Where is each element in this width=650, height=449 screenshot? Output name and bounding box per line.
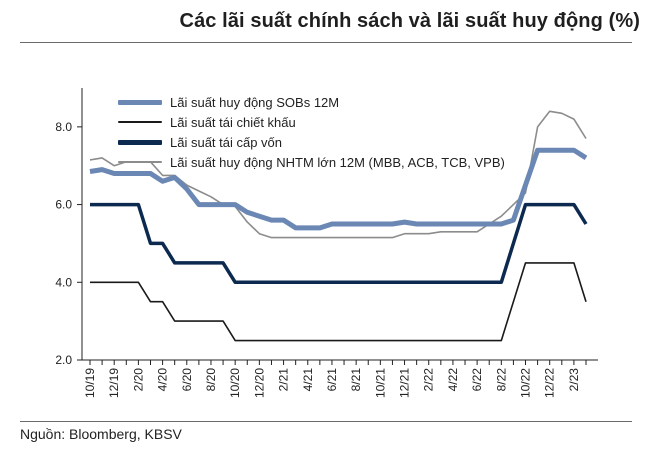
source-divider bbox=[20, 421, 632, 422]
legend-label-discount: Lãi suất tái chiết khấu bbox=[170, 114, 296, 130]
chart-legend: Lãi suất huy động SOBs 12M Lãi suất tái … bbox=[118, 92, 505, 172]
x-tick-label: 6/20 bbox=[180, 368, 194, 392]
x-tick-label: 8/20 bbox=[204, 368, 218, 392]
legend-item-commercial: Lãi suất huy động NHTM lớn 12M (MBB, ACB… bbox=[118, 152, 505, 172]
x-tick-label: 12/19 bbox=[107, 368, 121, 398]
chart-title: Các lãi suất chính sách và lãi suất huy … bbox=[179, 10, 640, 32]
source-note: Nguồn: Bloomberg, KBSV bbox=[20, 426, 182, 442]
x-tick-label: 10/21 bbox=[373, 368, 387, 398]
legend-swatch-refinancing bbox=[118, 139, 162, 145]
x-tick-label: 8/22 bbox=[494, 368, 508, 392]
x-tick-label: 12/20 bbox=[252, 368, 266, 398]
x-tick-label: 12/21 bbox=[398, 368, 412, 398]
legend-label-commercial: Lãi suất huy động NHTM lớn 12M (MBB, ACB… bbox=[170, 154, 505, 170]
series-line-refinancing bbox=[90, 202, 588, 285]
x-tick-label: 10/19 bbox=[83, 368, 97, 398]
x-tick-label: 10/22 bbox=[519, 368, 533, 398]
legend-swatch-sobs bbox=[118, 99, 162, 105]
y-tick-label: 8.0 bbox=[55, 120, 72, 134]
legend-item-sobs: Lãi suất huy động SOBs 12M bbox=[118, 92, 505, 112]
x-tick-label: 6/21 bbox=[325, 368, 339, 392]
x-tick-label: 2/23 bbox=[567, 368, 581, 392]
series-line-discount bbox=[90, 262, 587, 342]
x-tick-label: 2/20 bbox=[131, 368, 145, 392]
x-tick-label: 2/22 bbox=[422, 368, 436, 392]
x-tick-label: 6/22 bbox=[470, 368, 484, 392]
legend-label-refinancing: Lãi suất tái cấp vốn bbox=[170, 134, 283, 150]
y-tick-label: 4.0 bbox=[55, 275, 72, 289]
x-tick-label: 2/21 bbox=[277, 368, 291, 392]
y-tick-label: 6.0 bbox=[55, 198, 72, 212]
series-line-sobs bbox=[89, 147, 588, 231]
series-line-commercial bbox=[89, 110, 587, 239]
x-tick-label: 8/21 bbox=[349, 368, 363, 392]
title-divider bbox=[20, 42, 632, 43]
x-tick-label: 10/20 bbox=[228, 368, 242, 398]
x-tick-label: 4/20 bbox=[156, 368, 170, 392]
y-tick-label: 2.0 bbox=[55, 353, 72, 367]
legend-swatch-discount bbox=[118, 121, 162, 123]
legend-item-discount: Lãi suất tái chiết khấu bbox=[118, 112, 505, 132]
x-tick-label: 4/21 bbox=[301, 368, 315, 392]
legend-label-sobs: Lãi suất huy động SOBs 12M bbox=[170, 94, 340, 110]
x-tick-label: 12/22 bbox=[543, 368, 557, 398]
legend-swatch-commercial bbox=[118, 161, 162, 163]
x-tick-label: 4/22 bbox=[446, 368, 460, 392]
legend-item-refinancing: Lãi suất tái cấp vốn bbox=[118, 132, 505, 152]
